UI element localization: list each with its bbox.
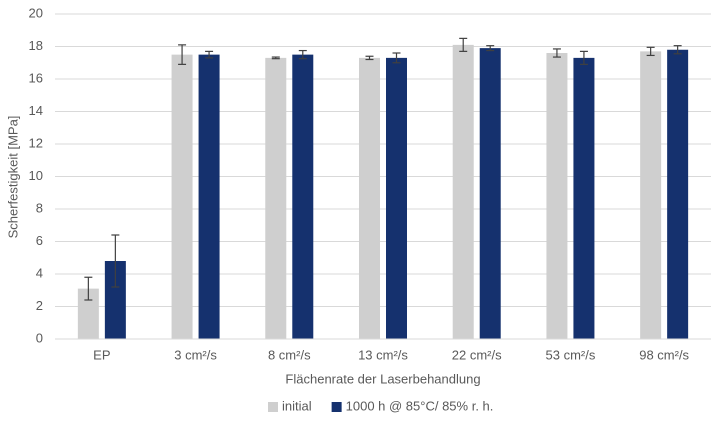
error-bar [552, 48, 561, 58]
y-tick-label: 4 [36, 265, 43, 280]
bar [171, 54, 193, 339]
x-axis-label: Flächenrate der Laserbehandlung [285, 371, 480, 386]
bar [386, 57, 407, 339]
bar [546, 53, 568, 339]
error-bar [84, 276, 93, 301]
bar [265, 57, 287, 339]
y-tick-label: 14 [29, 103, 43, 118]
error-bar [646, 46, 655, 57]
error-bar [392, 52, 401, 64]
error-bar [111, 234, 120, 288]
y-tick-label: 16 [29, 70, 43, 85]
y-tick-label: 10 [29, 168, 43, 183]
error-bar [365, 55, 374, 61]
y-tick-label: 20 [29, 5, 43, 20]
error-bar [673, 45, 682, 55]
legend-swatch [331, 402, 342, 412]
x-tick-label: 22 cm²/s [452, 347, 502, 362]
x-tick-label: 3 cm²/s [174, 347, 217, 362]
x-tick-label: 98 cm²/s [639, 347, 689, 362]
y-tick-label: 12 [29, 135, 43, 150]
x-tick-label: 8 cm²/s [268, 347, 311, 362]
error-bar [486, 45, 495, 52]
bar [77, 288, 99, 339]
y-tick-label: 6 [36, 233, 43, 248]
y-tick-label: 2 [36, 298, 43, 313]
bar [573, 57, 595, 339]
bar [452, 44, 474, 339]
bar [292, 54, 314, 339]
x-tick-label: 53 cm²/s [546, 347, 596, 362]
bar [640, 51, 662, 339]
y-tick-label: 0 [36, 330, 43, 345]
bar [479, 48, 501, 339]
y-tick-label: 8 [36, 200, 43, 215]
legend-swatch [268, 402, 278, 412]
bar [359, 57, 380, 339]
error-bar [205, 50, 214, 59]
error-bar [271, 56, 280, 60]
error-bar [178, 44, 187, 65]
bar [198, 54, 220, 339]
legend-label: 1000 h @ 85°C/ 85% r. h. [346, 398, 494, 413]
bar [667, 49, 689, 339]
y-tick-label: 18 [29, 38, 43, 53]
bar [104, 261, 126, 339]
legend-label: initial [282, 398, 312, 413]
y-axis-label: Scherfestigkeit [MPa] [5, 116, 20, 239]
x-tick-label: 13 cm²/s [358, 347, 408, 362]
error-bar [579, 50, 588, 65]
error-bar [298, 49, 307, 60]
error-bar [459, 37, 468, 52]
x-tick-label: EP [93, 347, 110, 362]
